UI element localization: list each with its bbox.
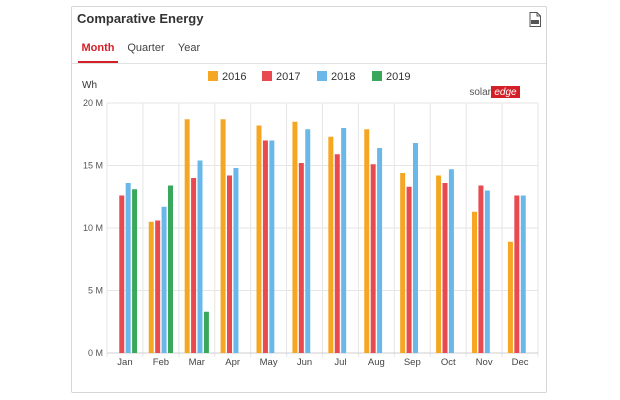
bar-2016-feb — [148, 221, 154, 353]
bar-2017-dec — [514, 195, 520, 353]
bar-2018-jun — [305, 129, 311, 353]
bar-2018-aug — [377, 148, 383, 353]
legend-label-2019: 2019 — [386, 71, 410, 83]
x-tick-label-jan: Jan — [117, 357, 132, 368]
y-tick-label: 5 M — [88, 286, 103, 296]
brand-logo-badge — [491, 86, 520, 98]
bar-2017-jan — [119, 195, 125, 353]
y-tick-label: 20 M — [83, 98, 103, 108]
legend-label-2017: 2017 — [276, 71, 300, 83]
bar-2017-feb — [155, 220, 161, 353]
bar-2017-mar — [191, 178, 197, 353]
period-tabs: Month Quarter Year — [72, 35, 546, 64]
bar-2018-nov — [484, 190, 490, 353]
legend-swatch-2017 — [262, 71, 272, 81]
x-tick-label-jul: Jul — [334, 357, 346, 368]
x-tick-label-sep: Sep — [404, 357, 421, 368]
tab-month[interactable]: Month — [78, 41, 118, 63]
x-tick-label-nov: Nov — [476, 357, 493, 368]
brand-logo-edge: edge — [494, 87, 517, 98]
bar-2017-oct — [442, 183, 448, 353]
legend-label-2018: 2018 — [331, 71, 355, 83]
x-tick-label-aug: Aug — [368, 357, 385, 368]
chart-area: 2016 2017 2018 2019 solar edge Wh 0 M 5 M 10 M 15 … — [72, 65, 546, 391]
x-tick-label-dec: Dec — [512, 357, 529, 368]
bar-2018-apr — [233, 168, 239, 353]
bar-2019-jan — [132, 189, 138, 353]
legend-label-2016: 2016 — [222, 71, 246, 83]
x-tick-label-jun: Jun — [297, 357, 312, 368]
comparative-energy-widget: Comparative Energy Month Quarter Year 20… — [71, 6, 547, 393]
csv-file-icon[interactable] — [529, 12, 541, 27]
x-tick-label-mar: Mar — [189, 357, 205, 368]
bar-2017-jul — [334, 154, 340, 353]
bar-2017-may — [262, 140, 268, 353]
bar-2016-nov — [472, 211, 478, 353]
x-tick-label-oct: Oct — [441, 357, 456, 368]
brand-logo-solar: solar — [469, 87, 491, 98]
bar-2016-dec — [507, 241, 513, 353]
bar-2017-jun — [298, 163, 304, 353]
bar-2016-oct — [436, 175, 442, 353]
x-tick-label-feb: Feb — [153, 357, 169, 368]
bar-2018-dec — [520, 195, 526, 353]
y-tick-label: 15 M — [83, 161, 103, 171]
bar-2018-sep — [412, 143, 418, 353]
bar-2017-sep — [406, 186, 412, 353]
bar-2018-feb — [161, 206, 167, 353]
x-tick-label-apr: Apr — [225, 357, 240, 368]
y-axis-label: Wh — [82, 80, 97, 91]
legend-swatch-2018 — [317, 71, 327, 81]
energy-bar-chart: 2016 2017 2018 2019 solar edge Wh 0 M 5 M 10 M 15 … — [82, 71, 539, 368]
bar-2018-jul — [341, 128, 347, 353]
bar-2016-sep — [400, 173, 406, 353]
bar-2018-jan — [125, 183, 131, 353]
y-tick-label: 0 M — [88, 348, 103, 358]
bar-2018-oct — [448, 169, 454, 353]
x-tick-label-may: May — [260, 357, 278, 368]
bar-2017-nov — [478, 185, 484, 353]
bar-2017-apr — [227, 175, 233, 353]
bar-2016-may — [256, 125, 262, 353]
legend-swatch-2019 — [372, 71, 382, 81]
legend-swatch-2016 — [208, 71, 218, 81]
bar-2019-mar — [203, 311, 209, 353]
bar-2016-jul — [328, 136, 334, 353]
bar-2018-mar — [197, 160, 203, 353]
widget-title: Comparative Energy — [77, 11, 204, 26]
bar-2016-apr — [220, 119, 226, 353]
bar-2019-feb — [167, 185, 173, 353]
bar-2016-aug — [364, 129, 370, 353]
bar-2016-jun — [292, 121, 298, 353]
tab-quarter[interactable]: Quarter — [127, 42, 165, 54]
bar-2018-may — [269, 140, 275, 353]
bar-2016-mar — [184, 119, 190, 353]
bar-2017-aug — [370, 164, 376, 353]
tab-year[interactable]: Year — [177, 42, 201, 54]
y-tick-label: 10 M — [83, 223, 103, 233]
